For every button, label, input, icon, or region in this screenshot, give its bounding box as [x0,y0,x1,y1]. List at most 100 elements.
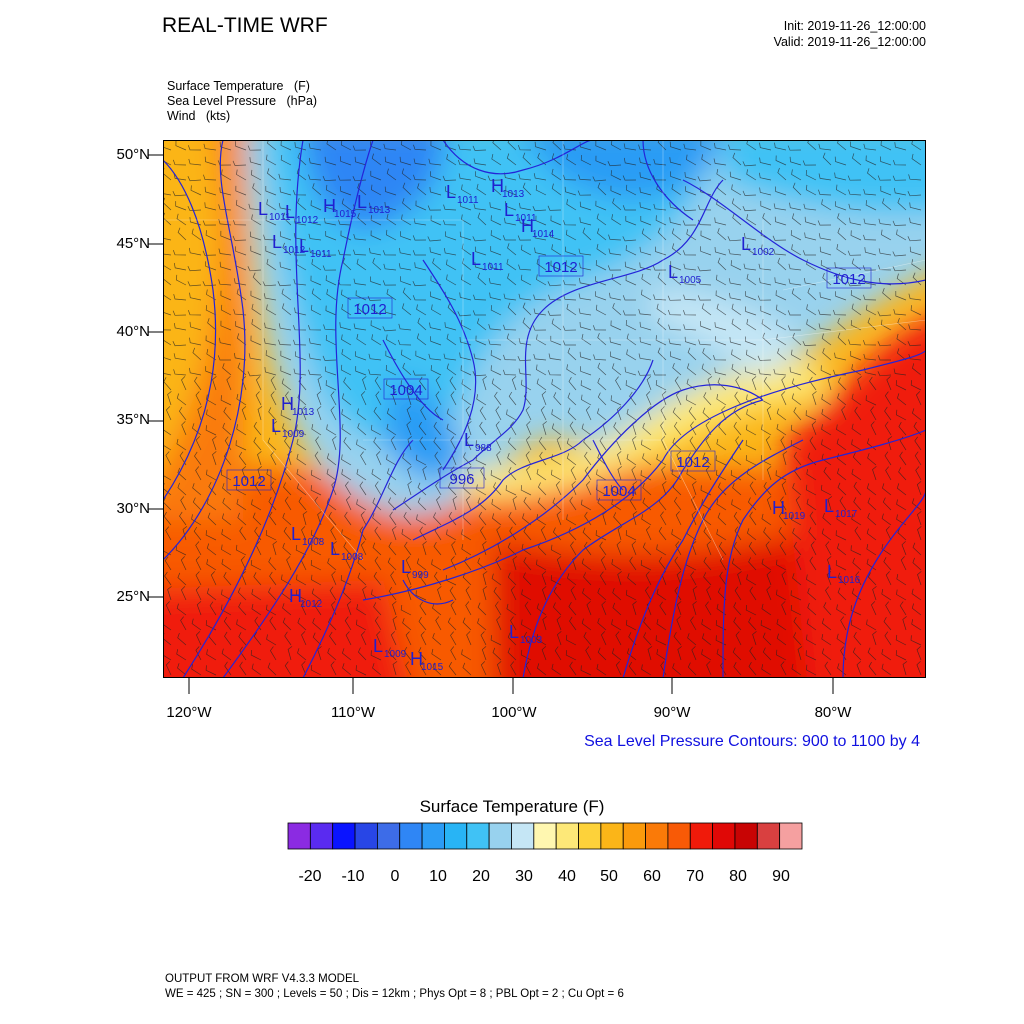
wind-barb [805,410,817,421]
wind-barb [701,619,712,631]
wind-barb [279,186,292,196]
wind-barb [250,169,262,181]
wind-barb [254,481,262,496]
wind-barb [552,602,562,616]
wind-barb [284,631,292,646]
wind-barb [639,172,652,181]
wind-barb [597,647,607,661]
wind-barb [175,140,187,151]
wind-barb [189,367,202,376]
wind-barb [401,214,412,226]
wind-barb [163,444,172,451]
wind-barb [641,664,652,676]
wind-barb [403,646,412,661]
wind-barb [807,363,817,376]
wind-barb [745,440,757,451]
wind-barb [205,530,217,541]
wind-barb [862,265,877,271]
wind-barb [482,376,488,391]
wind-barb [673,632,682,646]
wind-barb [703,392,712,406]
wind-barb [473,158,487,166]
wind-barb [172,249,187,256]
wind-barb [866,483,877,496]
wind-barb [581,423,592,436]
wind-barb [177,227,187,241]
wind-barb [885,601,892,616]
wind-barb [547,370,562,376]
wind-barb [432,662,442,676]
wind-barb [388,647,397,661]
wind-barb [881,229,892,241]
wind-barb [580,366,592,376]
wind-barb [615,376,622,391]
svg-text:1005: 1005 [679,275,702,286]
wind-barb [731,198,742,211]
wind-barb [325,275,337,286]
wind-barb [163,264,172,271]
wind-barb [442,219,457,226]
wind-barb [219,337,232,346]
wind-barb [600,631,607,646]
wind-barb [792,332,802,346]
wind-barb [221,169,232,181]
wind-barb [325,305,337,316]
wind-barb [821,634,832,646]
wind-barb [269,511,277,526]
svg-text:H: H [323,196,336,216]
svg-text:1017: 1017 [835,509,858,520]
wind-barb [510,421,517,436]
wind-barb [896,348,907,361]
wind-barb [191,618,202,631]
contour-label: 1012 [538,255,584,277]
wind-barb [731,499,742,511]
wind-barb [537,497,547,511]
wind-barb [540,406,547,421]
wind-barb [521,589,532,601]
wind-barb [835,530,847,541]
wind-barb [257,466,263,481]
wind-barb [206,409,217,421]
wind-barb [729,292,742,301]
wind-barb [490,305,502,316]
wind-barb [295,351,307,361]
wind-barb [613,422,622,436]
wind-barb [413,218,427,226]
wind-barb [837,227,847,241]
wind-barb [596,213,607,226]
wind-barb [818,323,832,331]
wind-barb [676,616,682,631]
wind-barb [881,513,892,526]
wind-barb [459,352,472,361]
wind-barb [910,380,922,391]
wind-barb [180,586,187,601]
svg-text:1009: 1009 [384,649,407,660]
wind-barbs [163,140,922,676]
wind-barb [374,556,382,571]
wind-barb [194,376,202,391]
wind-barb [850,605,862,616]
wind-barb [506,153,517,166]
wind-barb [837,482,847,496]
wind-barb [685,394,697,406]
wind-barb [310,529,322,541]
wind-barb [296,438,307,451]
wind-barb [310,200,322,211]
wind-barb [836,438,847,451]
wind-barb [541,391,547,406]
wind-barb [236,393,247,406]
wind-barb [733,602,742,616]
wind-barb [867,168,877,181]
wind-barb [415,200,427,211]
wind-barb [897,527,907,541]
svg-text:1013: 1013 [368,205,391,216]
wind-barb [295,589,307,601]
wind-barb [367,295,382,301]
svg-text:1012: 1012 [283,245,306,256]
wind-barb [600,556,607,571]
wind-barb [564,246,577,256]
wind-barb [494,391,502,406]
wind-barb [836,184,847,196]
wind-barb [328,617,337,631]
